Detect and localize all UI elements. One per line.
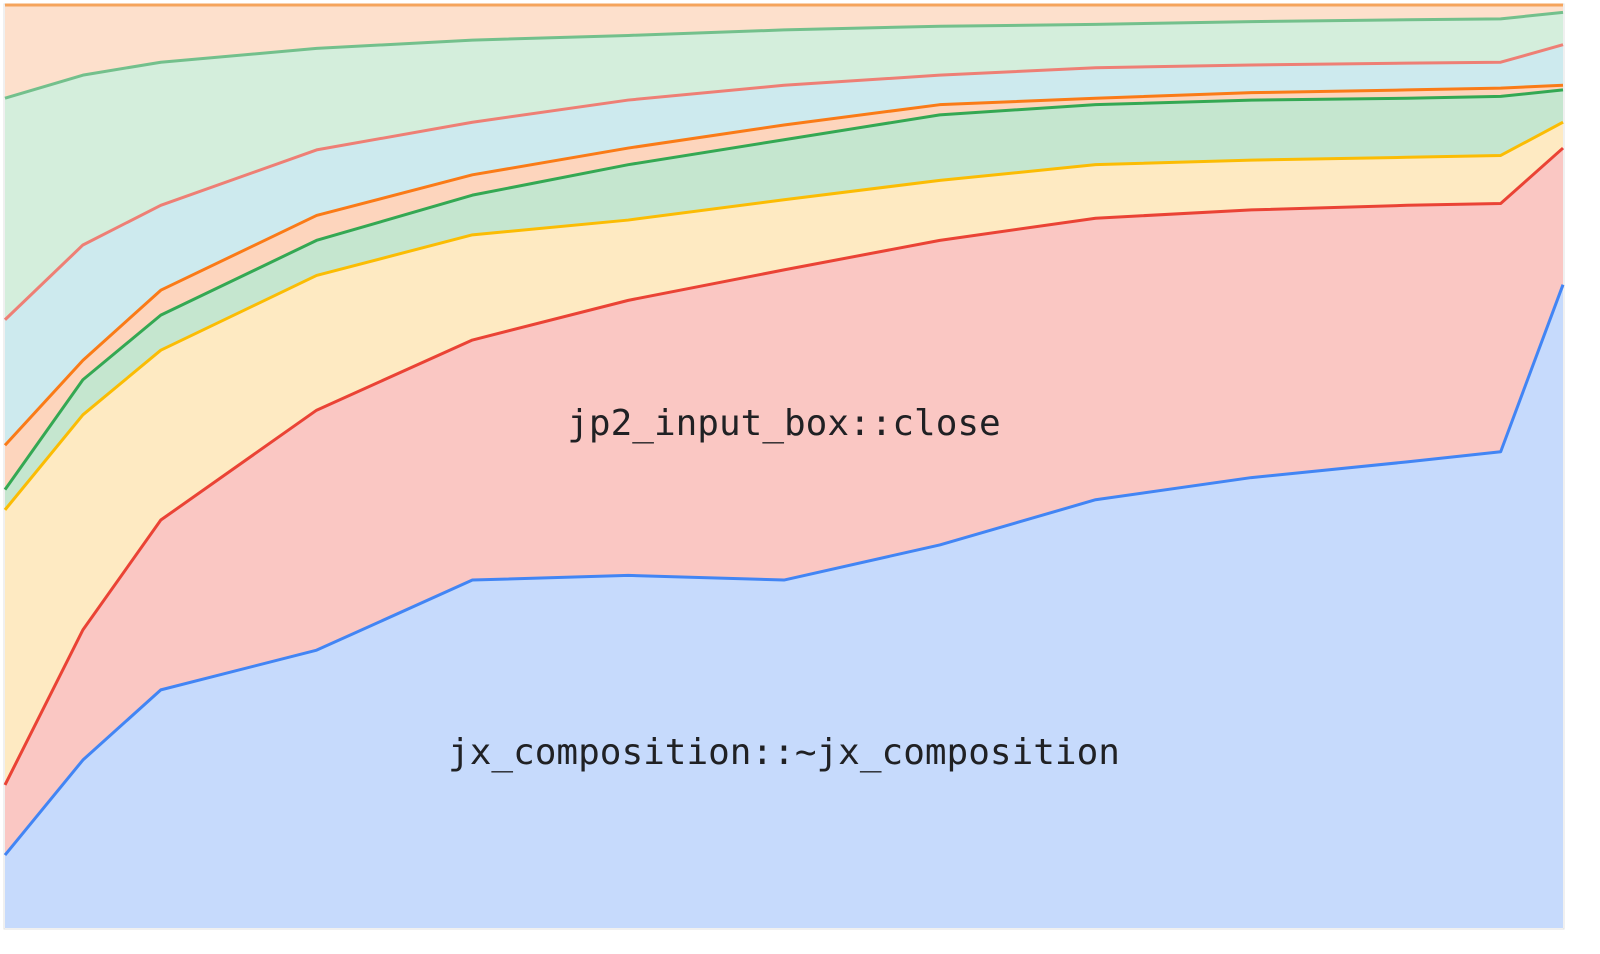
area xyxy=(5,44,1563,446)
area xyxy=(5,89,1563,510)
area xyxy=(5,5,1563,99)
area-line xyxy=(4,10,1564,100)
area xyxy=(5,12,1563,320)
area-line xyxy=(3,83,1564,447)
area-line xyxy=(3,284,1565,857)
area xyxy=(5,284,1563,928)
area-line xyxy=(3,88,1564,491)
area-line xyxy=(3,43,1564,321)
area-label: jp2_input_box::close xyxy=(567,403,1000,444)
area-label: jx_composition::~jx_composition xyxy=(448,732,1120,773)
area xyxy=(5,122,1563,785)
area-line xyxy=(3,146,1564,786)
area xyxy=(5,148,1563,856)
area-line xyxy=(3,120,1564,511)
